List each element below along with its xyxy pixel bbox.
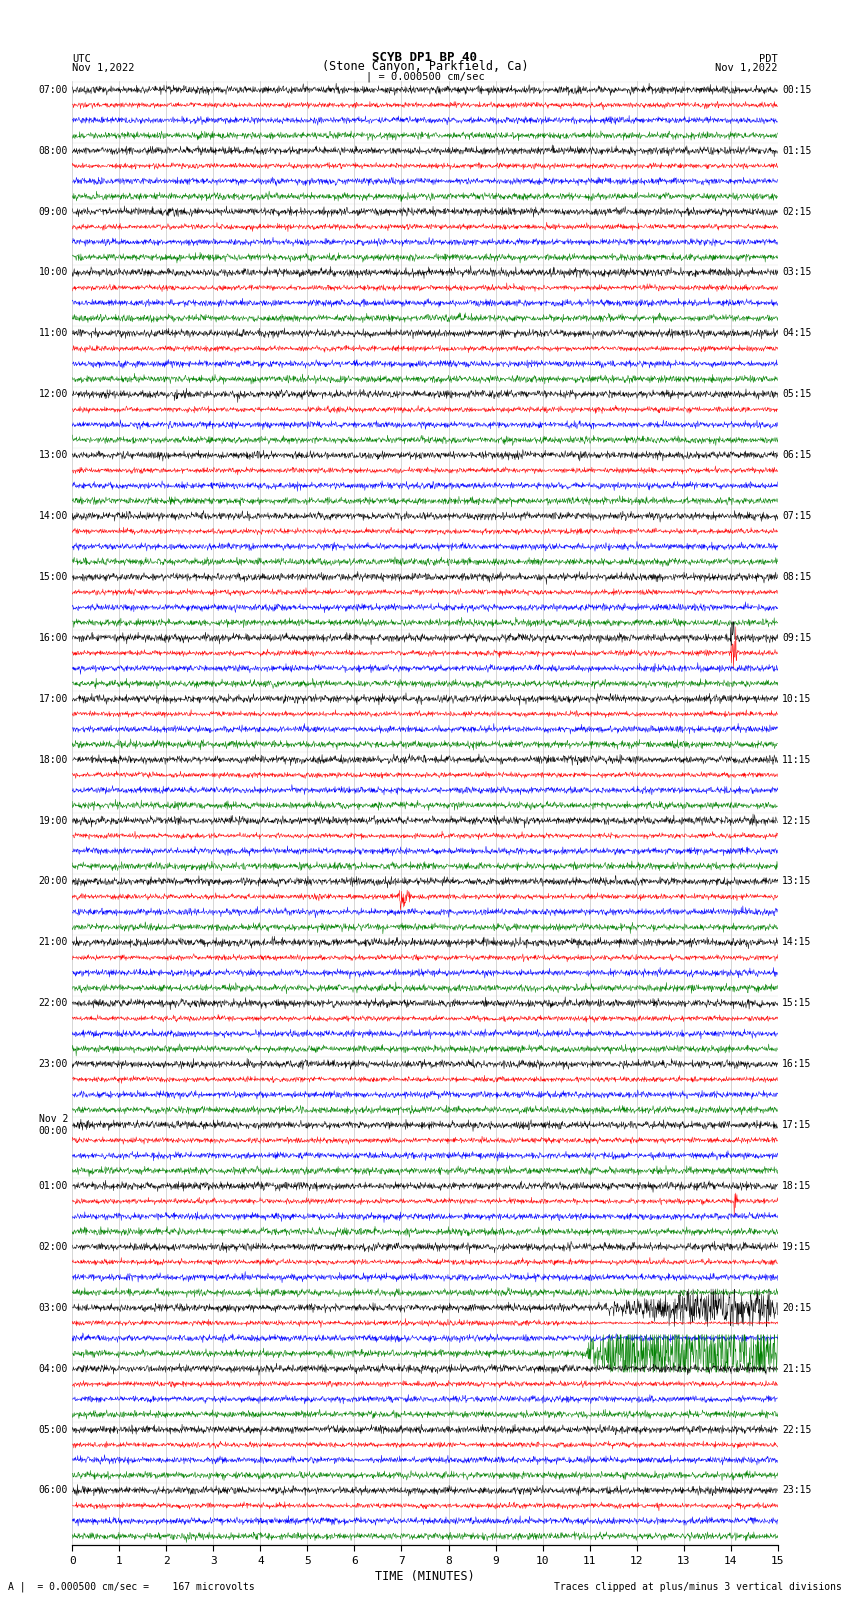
Text: PDT: PDT <box>759 53 778 65</box>
Text: Traces clipped at plus/minus 3 vertical divisions: Traces clipped at plus/minus 3 vertical … <box>553 1582 842 1592</box>
Text: A |  = 0.000500 cm/sec =    167 microvolts: A | = 0.000500 cm/sec = 167 microvolts <box>8 1581 255 1592</box>
Text: Nov 1,2022: Nov 1,2022 <box>72 63 135 73</box>
Text: UTC: UTC <box>72 53 91 65</box>
Text: | = 0.000500 cm/sec: | = 0.000500 cm/sec <box>366 71 484 82</box>
Text: (Stone Canyon, Parkfield, Ca): (Stone Canyon, Parkfield, Ca) <box>321 60 529 73</box>
X-axis label: TIME (MINUTES): TIME (MINUTES) <box>375 1569 475 1582</box>
Text: SCYB DP1 BP 40: SCYB DP1 BP 40 <box>372 50 478 65</box>
Text: Nov 1,2022: Nov 1,2022 <box>715 63 778 73</box>
